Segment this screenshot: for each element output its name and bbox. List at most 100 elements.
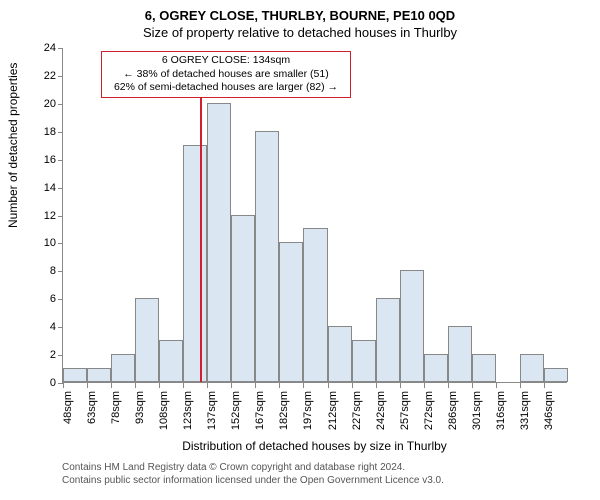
x-tick-label: 182sqm [278,391,290,441]
x-tick [135,383,136,388]
x-tick [303,383,304,388]
x-tick-label: 78sqm [110,391,122,441]
x-tick [279,383,280,388]
x-tick [520,383,521,388]
histogram-bar [352,340,376,382]
y-tick-label: 22 [34,70,56,82]
y-tick-label: 24 [34,42,56,54]
grid-line [58,271,63,272]
grid-line [58,48,63,49]
x-tick [207,383,208,388]
x-tick-label: 108sqm [158,391,170,441]
x-tick-label: 63sqm [86,391,98,441]
footer-line1: Contains HM Land Registry data © Crown c… [62,461,567,474]
grid-line [58,355,63,356]
chart-title-description: Size of property relative to detached ho… [0,23,600,40]
histogram-bar [328,326,352,382]
x-tick-label: 212sqm [327,391,339,441]
histogram-bar [448,326,472,382]
chart-title-address: 6, OGREY CLOSE, THURLBY, BOURNE, PE10 0Q… [0,0,600,23]
x-tick-label: 301sqm [471,391,483,441]
x-tick [400,383,401,388]
grid-line [58,76,63,77]
grid-line [58,243,63,244]
y-tick-label: 16 [34,154,56,166]
y-tick-label: 8 [34,265,56,277]
histogram-bar [63,368,87,382]
histogram-bar [424,354,448,382]
x-tick-label: 93sqm [134,391,146,441]
x-tick [472,383,473,388]
x-tick-label: 346sqm [543,391,555,441]
x-tick-label: 272sqm [423,391,435,441]
histogram-bar [544,368,568,382]
x-tick [87,383,88,388]
x-tick-label: 167sqm [254,391,266,441]
x-tick-label: 242sqm [375,391,387,441]
plot-area: 6 OGREY CLOSE: 134sqm← 38% of detached h… [62,48,567,383]
histogram-bar [87,368,111,382]
x-tick-label: 316sqm [495,391,507,441]
grid-line [58,327,63,328]
histogram-bar [376,298,400,382]
x-tick [544,383,545,388]
x-tick [255,383,256,388]
x-axis-label: Distribution of detached houses by size … [62,439,567,453]
grid-line [58,160,63,161]
x-tick [376,383,377,388]
x-tick-label: 137sqm [206,391,218,441]
y-axis-label: Number of detached properties [6,218,20,228]
histogram-bar [111,354,135,382]
annotation-line: ← 38% of detached houses are smaller (51… [106,68,346,82]
x-tick-label: 197sqm [302,391,314,441]
x-tick-label: 48sqm [62,391,74,441]
histogram-bar [400,270,424,382]
histogram-bar [207,103,231,382]
histogram-bar [135,298,159,382]
histogram-bar [255,131,279,382]
x-tick-label: 227sqm [351,391,363,441]
grid-line [58,104,63,105]
histogram-bar [231,215,255,383]
histogram-bar [183,145,207,382]
y-tick-label: 0 [34,377,56,389]
x-tick [111,383,112,388]
annotation-box: 6 OGREY CLOSE: 134sqm← 38% of detached h… [101,51,351,98]
x-tick-label: 286sqm [447,391,459,441]
x-tick [424,383,425,388]
y-tick-label: 20 [34,98,56,110]
y-tick-label: 18 [34,126,56,138]
x-tick [352,383,353,388]
y-tick-label: 4 [34,321,56,333]
x-tick-label: 152sqm [230,391,242,441]
x-tick [183,383,184,388]
annotation-line: 62% of semi-detached houses are larger (… [106,81,346,95]
x-tick-label: 257sqm [399,391,411,441]
grid-line [58,216,63,217]
y-tick-label: 2 [34,349,56,361]
grid-line [58,188,63,189]
y-tick-label: 14 [34,182,56,194]
x-tick [328,383,329,388]
y-tick-label: 6 [34,293,56,305]
x-tick [63,383,64,388]
chart-footer: Contains HM Land Registry data © Crown c… [62,461,567,487]
property-marker-line [200,89,202,382]
x-tick-label: 331sqm [519,391,531,441]
annotation-line: 6 OGREY CLOSE: 134sqm [106,54,346,68]
grid-line [58,299,63,300]
x-tick [159,383,160,388]
y-tick-label: 10 [34,237,56,249]
footer-line2: Contains public sector information licen… [62,474,567,487]
y-tick-label: 12 [34,210,56,222]
histogram-bar [520,354,544,382]
histogram-bar [303,228,327,382]
x-tick [496,383,497,388]
histogram-bar [472,354,496,382]
x-tick [448,383,449,388]
x-tick [231,383,232,388]
histogram-bar [159,340,183,382]
histogram-bar [279,242,303,382]
x-tick-label: 123sqm [182,391,194,441]
grid-line [58,132,63,133]
